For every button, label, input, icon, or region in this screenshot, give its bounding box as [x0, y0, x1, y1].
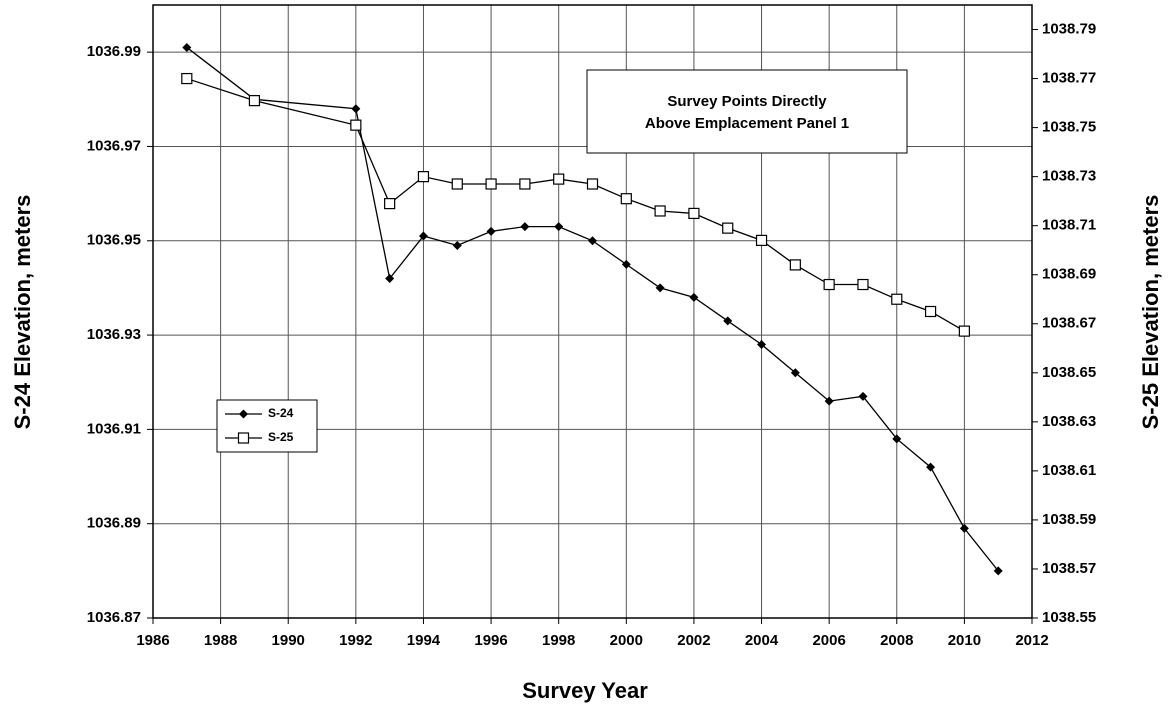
marker [858, 391, 868, 401]
marker [385, 273, 395, 283]
marker [350, 119, 362, 131]
y-tick-label: 1036.91 [87, 420, 141, 437]
marker [958, 325, 970, 337]
marker [857, 278, 869, 291]
x-tick-label: 1992 [339, 632, 372, 649]
annotation-box [586, 69, 908, 154]
marker [418, 231, 428, 241]
y-tick-label: 1036.93 [87, 326, 141, 343]
y2-tick-label: 1038.79 [1042, 20, 1096, 37]
marker [248, 95, 261, 107]
series-line [186, 46, 999, 572]
marker [485, 178, 497, 190]
marker [181, 72, 193, 85]
marker [723, 316, 733, 326]
marker [722, 222, 734, 234]
marker [924, 305, 937, 318]
marker [926, 462, 936, 472]
y-tick-label: 1036.95 [87, 232, 141, 249]
marker [824, 396, 834, 406]
x-tick-label: 2004 [745, 632, 779, 649]
x-tick-label: 2000 [610, 632, 643, 649]
y-tick-label: 1036.87 [87, 609, 141, 626]
marker [553, 173, 565, 185]
marker [621, 259, 631, 269]
y2-tick-label: 1038.67 [1042, 315, 1096, 332]
legend-label: S-24 [268, 406, 294, 420]
y2-tick-label: 1038.57 [1042, 560, 1096, 577]
y2-tick-label: 1038.63 [1042, 413, 1096, 430]
x-tick-label: 2008 [880, 632, 913, 649]
marker [417, 171, 430, 183]
marker [520, 222, 530, 232]
marker [451, 178, 463, 190]
y-tick-label: 1036.97 [87, 137, 141, 154]
x-tick-label: 2006 [812, 632, 845, 649]
legend-label: S-25 [268, 430, 294, 444]
marker [239, 409, 248, 419]
marker [588, 236, 597, 246]
x-tick-label: 2010 [948, 632, 981, 649]
marker [351, 104, 361, 114]
x-tick-label: 2002 [677, 632, 710, 649]
marker [182, 42, 192, 52]
marker [237, 432, 250, 444]
x-tick-label: 1990 [272, 632, 305, 649]
x-tick-label: 1994 [407, 632, 441, 649]
marker [554, 222, 564, 232]
marker [486, 226, 496, 236]
x-tick-label: 2012 [1015, 632, 1048, 649]
marker [689, 292, 699, 302]
marker [452, 240, 462, 250]
marker [757, 340, 767, 350]
annotation: Survey Points Directly [667, 93, 827, 110]
marker [789, 259, 801, 271]
marker [790, 368, 800, 378]
y2-tick-label: 1038.65 [1042, 364, 1096, 381]
marker [384, 198, 396, 210]
marker [959, 523, 969, 533]
plot-border [152, 4, 1033, 619]
legend [216, 399, 318, 453]
y-tick-label: 1036.99 [87, 43, 141, 60]
marker [586, 178, 599, 190]
x-tick-label: 1986 [136, 632, 169, 649]
y2-tick-label: 1038.73 [1042, 168, 1096, 185]
marker [755, 234, 768, 246]
x-axis-title: Survey Year [522, 678, 648, 703]
y2-tick-label: 1038.69 [1042, 266, 1096, 283]
y2-tick-label: 1038.61 [1042, 462, 1096, 479]
marker [892, 434, 902, 444]
y2-tick-label: 1038.71 [1042, 217, 1096, 234]
marker [993, 566, 1003, 576]
marker [891, 293, 903, 305]
x-tick-label: 1988 [204, 632, 237, 649]
y-tick-label: 1036.89 [87, 515, 141, 532]
x-tick-label: 1996 [474, 632, 507, 649]
y2-axis-title: S-25 Elevation, meters [1138, 195, 1163, 430]
marker [519, 178, 531, 190]
annotation: Above Emplacement Panel 1 [645, 115, 849, 132]
y2-tick-label: 1038.77 [1042, 70, 1096, 87]
y2-tick-label: 1038.55 [1042, 609, 1096, 626]
marker [620, 193, 632, 205]
y2-tick-label: 1038.59 [1042, 511, 1096, 528]
marker [655, 283, 665, 293]
marker [654, 205, 666, 217]
marker [823, 278, 835, 291]
y-axis-title: S-24 Elevation, meters [10, 195, 35, 430]
marker [688, 207, 700, 220]
y2-tick-label: 1038.75 [1042, 119, 1096, 136]
x-tick-label: 1998 [542, 632, 575, 649]
